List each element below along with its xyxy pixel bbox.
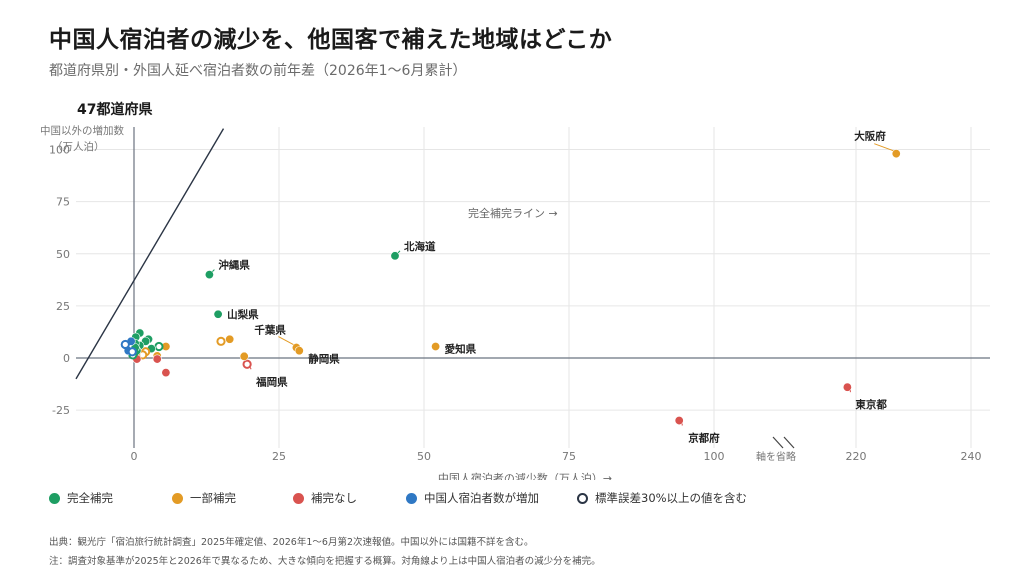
x-axis-title: 中国人宿泊者の減少数（万人泊）→ [438, 471, 612, 480]
point-label: 北海道 [404, 240, 436, 253]
legend-label-hollow: 標準誤差30%以上の値を含む [595, 491, 748, 505]
x-tick-label: 25 [272, 450, 286, 463]
x-tick-label: 240 [961, 450, 982, 463]
legend-marker-full [49, 492, 60, 504]
y-tick-label: 75 [56, 196, 70, 209]
x-tick-label: 75 [562, 450, 576, 463]
point-福岡県 [242, 359, 252, 369]
point-山梨県 [213, 309, 223, 319]
parity-line-label: 完全補完ライン → [468, 206, 558, 220]
point-label: 大阪府 [854, 130, 886, 143]
point-label: 京都府 [688, 432, 720, 445]
point-none [161, 368, 171, 378]
page-title: 中国人宿泊者の減少を、他国客で補えた地域はどこか [49, 27, 613, 53]
x-tick-label: 0 [131, 450, 138, 463]
legend-marker-increase [406, 492, 417, 504]
footnote-note: 注：調査対象基準が2025年と2026年で異なるため、大きな傾向を把握する概算。… [49, 556, 601, 567]
legend-marker-partial [172, 492, 183, 504]
legend-item-full: 完全補完 [49, 490, 113, 506]
scatter-chart: -25 0 25 50 75 100 0 25 50 75 100 220 240 完全補完ライン → 軸を… [40, 124, 990, 480]
point-label: 沖縄県 [218, 259, 250, 272]
page-subtitle: 都道府県別・外国人延べ宿泊者数の前年差（2026年1〜6月累計） [49, 63, 467, 79]
point-北海道 [390, 251, 400, 261]
point-label: 福岡県 [255, 375, 288, 388]
point-increase [127, 347, 137, 357]
point-partial [225, 334, 235, 344]
x-tick-label: 50 [417, 450, 431, 463]
footnote-source: 出典：観光庁「宿泊旅行統計調査」2025年確定値、2026年1〜6月第2次速報値… [49, 537, 534, 548]
point-full [154, 341, 164, 352]
y-tick-label: 0 [63, 352, 70, 365]
y-tick-label: -25 [52, 404, 70, 417]
point-大阪府 [891, 149, 901, 159]
x-tick-label: 100 [704, 450, 725, 463]
point-partial [239, 351, 249, 361]
parity-line [75, 128, 225, 380]
point-partial [138, 350, 148, 360]
legend-item-partial: 一部補完 [172, 490, 236, 506]
point-label: 山梨県 [227, 308, 259, 321]
point-none [152, 354, 162, 364]
legend-label-increase: 中国人宿泊者数が増加 [424, 491, 539, 505]
y-tick-label: 50 [56, 248, 70, 261]
y-axis-title: 中国以外の増加数 [40, 124, 124, 137]
legend-item-increase: 中国人宿泊者数が増加 [406, 490, 539, 506]
label-leader [397, 250, 401, 254]
point-label: 千葉県 [254, 324, 286, 337]
point-京都府 [674, 416, 684, 426]
y-tick-label: 25 [56, 300, 70, 313]
point-label: 静岡県 [308, 353, 340, 366]
y-tick-label: 100 [49, 144, 70, 157]
legend-label-partial: 一部補完 [190, 491, 236, 505]
x-tick-label: 220 [846, 450, 867, 463]
point-increase [120, 339, 130, 350]
point-静岡県 [294, 346, 304, 356]
label-leader [249, 367, 252, 370]
point-label: 愛知県 [445, 343, 477, 356]
legend-marker-none [293, 492, 304, 504]
legend-label-full: 完全補完 [67, 491, 113, 505]
axis-break-mark [783, 436, 795, 449]
label-leader [278, 336, 294, 346]
point-partial [216, 336, 226, 346]
legend-item-hollow: 標準誤差30%以上の値を含む [577, 490, 747, 506]
legend-label-none: 補完なし [311, 491, 357, 505]
panel-title: 47都道府県 [77, 102, 153, 118]
point-沖縄県 [204, 270, 214, 280]
point-愛知県 [431, 342, 441, 352]
label-leader [212, 269, 215, 272]
point-label: 東京都 [855, 398, 887, 411]
axis-break-label: 軸を省略 [756, 450, 796, 463]
y-axis-title-unit: （万人泊） [52, 141, 105, 153]
point-東京都 [842, 382, 852, 392]
axis-break-mark [772, 436, 784, 449]
legend-marker-hollow [577, 492, 588, 504]
legend-item-none: 補完なし [293, 490, 357, 506]
label-leader [874, 143, 894, 152]
